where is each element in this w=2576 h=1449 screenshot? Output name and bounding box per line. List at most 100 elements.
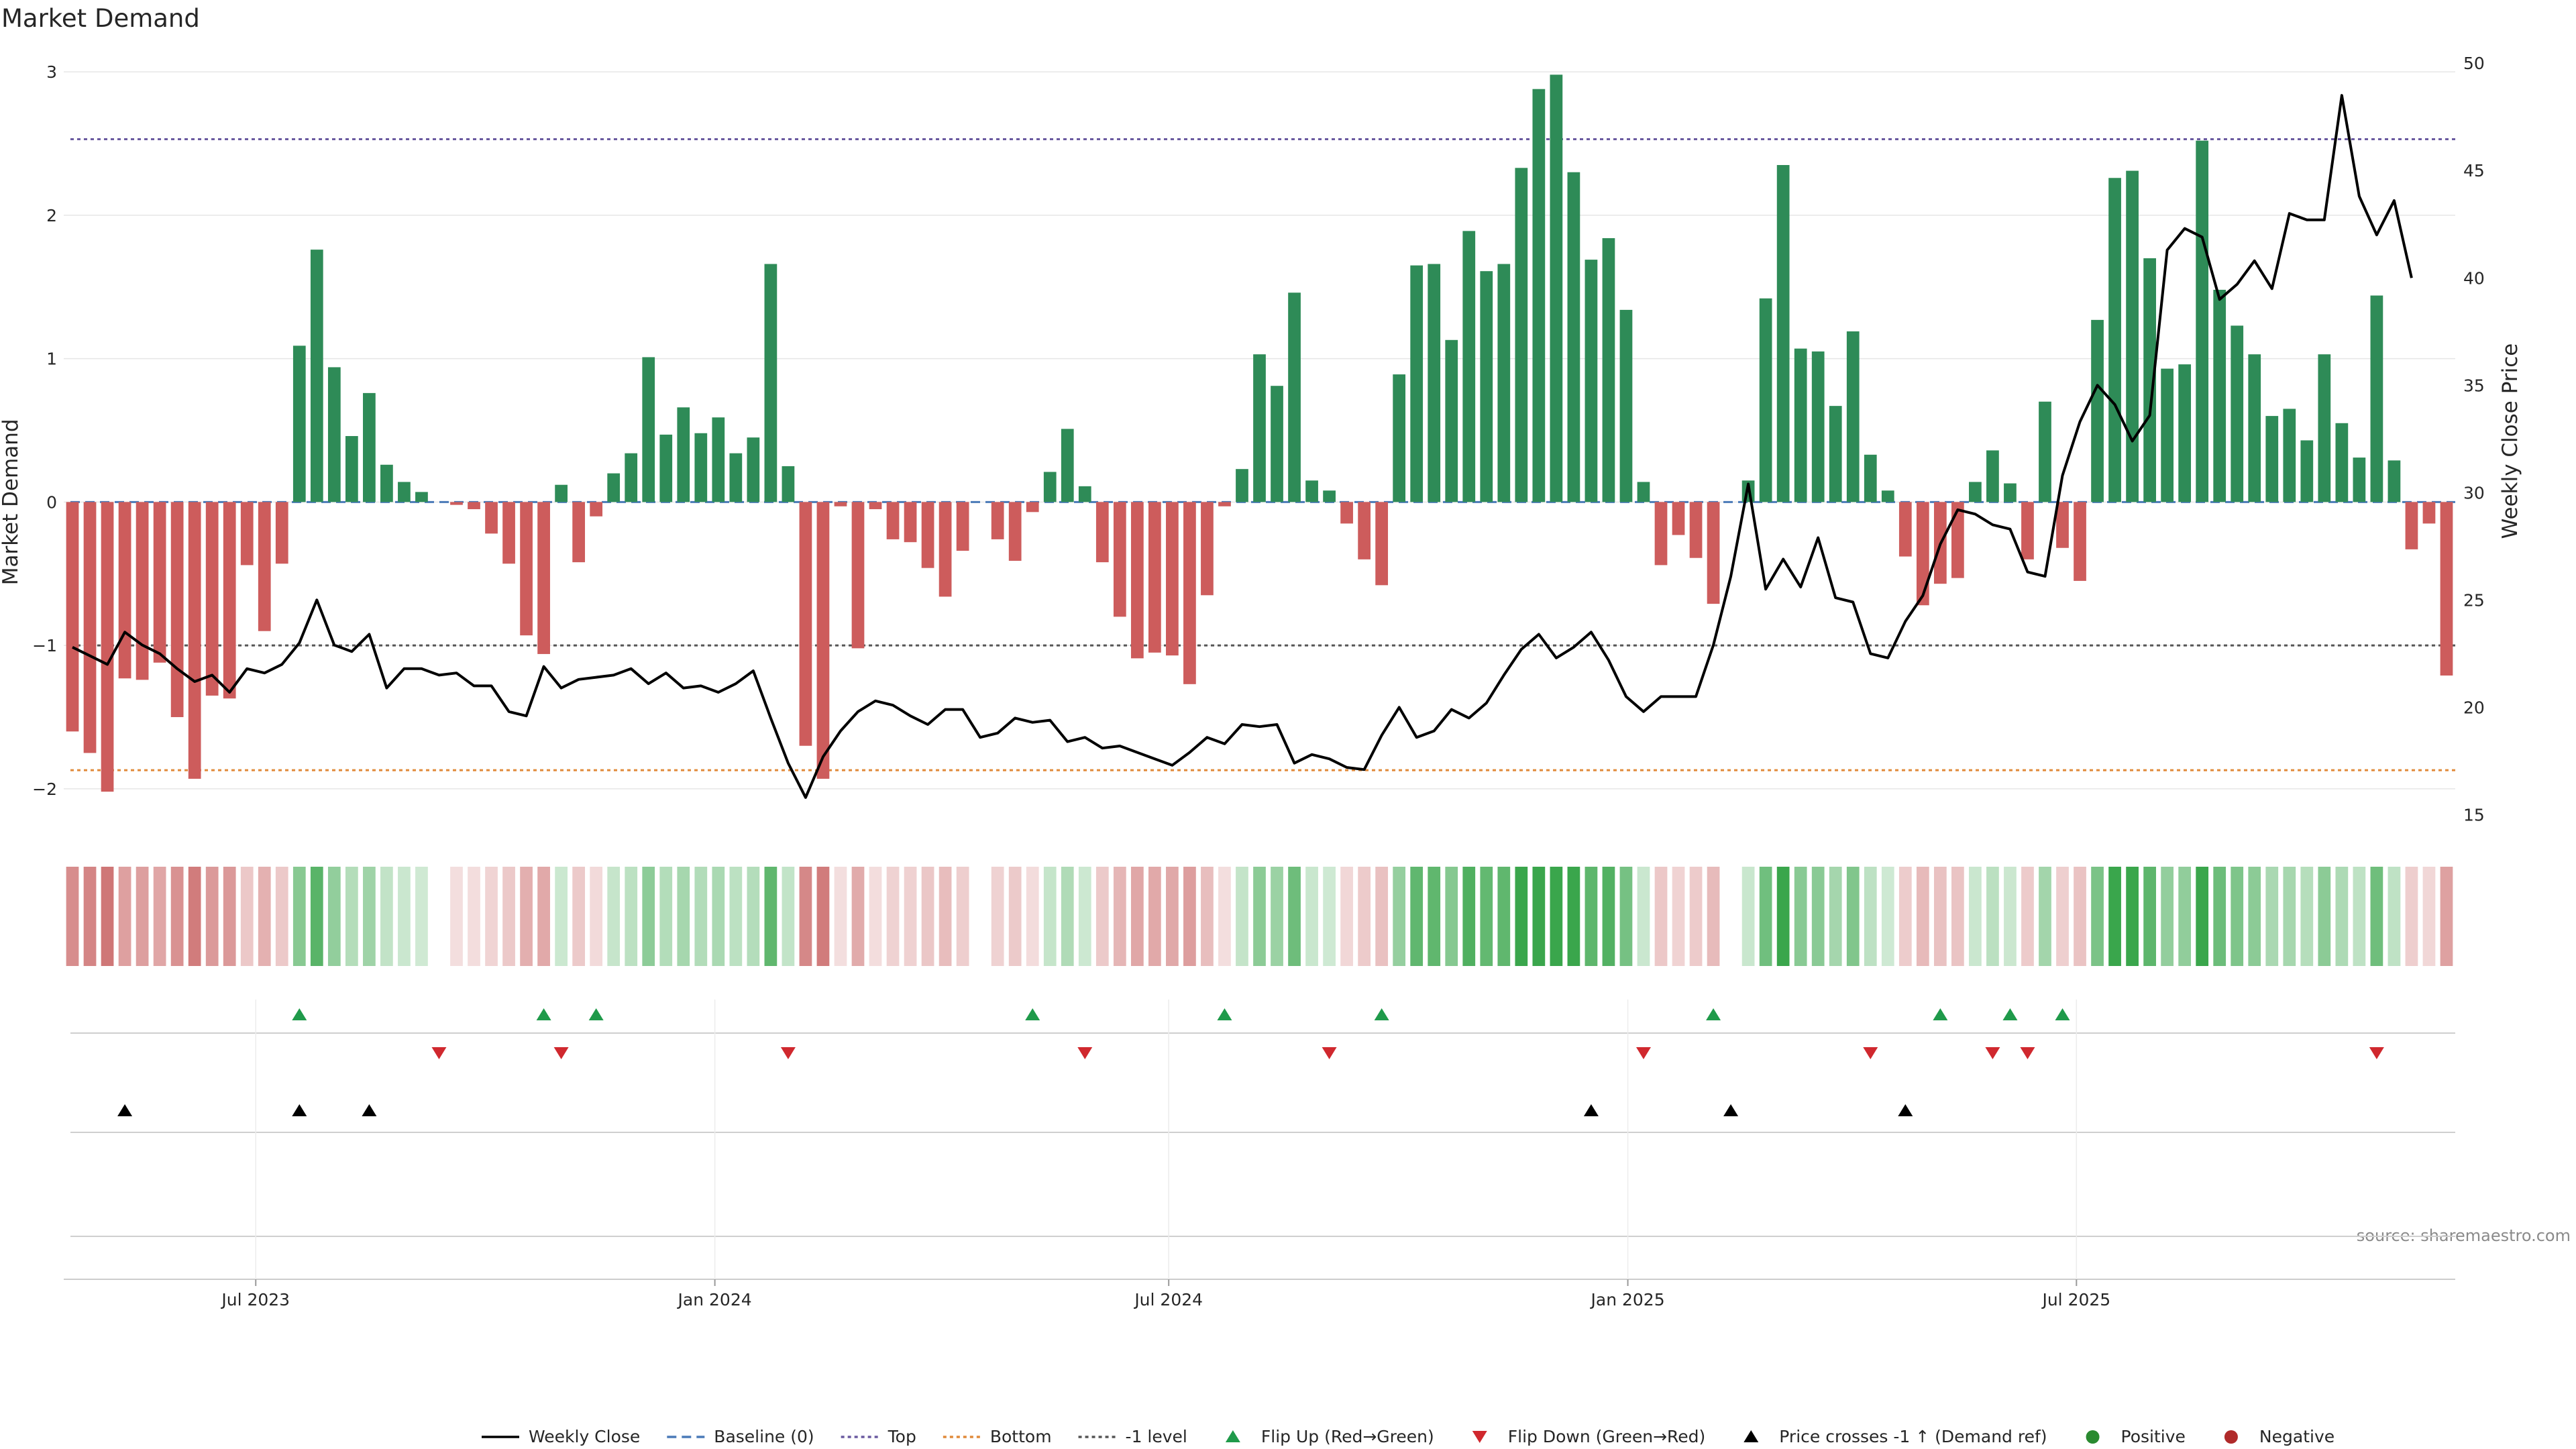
heat-cell: [1008, 867, 1022, 966]
heat-cell: [205, 867, 219, 966]
heat-cell: [2335, 867, 2349, 966]
positive-demand-bar: [1602, 238, 1615, 502]
negative-demand-bar: [240, 502, 254, 566]
positive-demand-bar: [625, 453, 638, 502]
positive-demand-bar: [2300, 440, 2314, 502]
heat-cell: [782, 867, 795, 966]
price-cross-marker: [1723, 1104, 1739, 1116]
positive-demand-bar: [2126, 170, 2139, 502]
negative-demand-bar: [1026, 502, 1039, 513]
positive-demand-bar: [1253, 354, 1266, 502]
legend-label: Baseline (0): [714, 1427, 814, 1446]
heat-cell: [415, 867, 428, 966]
negative-demand-bar: [83, 502, 97, 753]
heat-cell: [956, 867, 969, 966]
heat-cell: [851, 867, 865, 966]
heat-cell: [1672, 867, 1685, 966]
heat-cell: [712, 867, 725, 966]
negative-demand-bar: [205, 502, 219, 696]
heat-cell: [1654, 867, 1668, 966]
legend-swatch: [1225, 1430, 1240, 1442]
negative-demand-bar: [869, 502, 882, 510]
positive-demand-bar: [2039, 401, 2051, 502]
legend: Weekly Close Baseline (0) Top Bottom -1 leve…: [482, 1427, 2334, 1446]
legend-label: Flip Up (Red→Green): [1261, 1427, 1434, 1446]
heat-cell: [2213, 867, 2226, 966]
legend-item: Top: [841, 1427, 916, 1446]
date-axis: Jul 2023 Jan 2024 Jul 2024 Jan 2025 Jul 2025: [64, 1000, 2455, 1309]
positive-demand-bar: [1864, 454, 1877, 502]
legend-swatch: [1472, 1431, 1487, 1443]
heat-cell: [2039, 867, 2051, 966]
heat-cell: [1271, 867, 1283, 966]
flip-down-marker: [1863, 1047, 1878, 1059]
heat-cell: [66, 867, 79, 966]
heat-cell: [83, 867, 97, 966]
negative-demand-bar: [1340, 502, 1353, 524]
flip-down-marker: [780, 1047, 796, 1059]
positive-demand-bar: [729, 453, 743, 502]
heat-cell: [2370, 867, 2383, 966]
heat-cell: [2161, 867, 2174, 966]
negative-demand-bar: [537, 502, 550, 654]
negative-demand-bar: [572, 502, 586, 563]
positive-demand-bar: [1619, 309, 1633, 502]
negative-demand-bar: [816, 502, 830, 779]
positive-demand-bar: [2231, 325, 2244, 502]
heat-cell: [2387, 867, 2401, 966]
positive-demand-bar: [694, 433, 708, 502]
negative-demand-bar: [223, 502, 236, 699]
negative-demand-bar: [136, 502, 149, 680]
negative-demand-bar: [991, 502, 1004, 539]
positive-demand-bar: [1497, 264, 1511, 502]
heat-cell: [1794, 867, 1807, 966]
y-tick-label: 0: [46, 492, 57, 512]
negative-demand-bar: [101, 502, 114, 792]
heat-cell: [1393, 867, 1406, 966]
price-cross-marker: [292, 1104, 307, 1116]
negative-demand-bar: [590, 502, 603, 517]
heat-cell: [2440, 867, 2453, 966]
y2-tick-label: 15: [2463, 805, 2485, 824]
heat-cell: [275, 867, 288, 966]
positive-demand-bar: [2196, 140, 2209, 502]
heat-cell: [799, 867, 812, 966]
heat-cell: [1707, 867, 1720, 966]
heat-cell: [170, 867, 184, 966]
legend-item: Flip Up (Red→Green): [1225, 1427, 1434, 1446]
positive-demand-bar: [1288, 292, 1301, 502]
heat-cell: [834, 867, 847, 966]
price-cross-marker: [1898, 1104, 1913, 1116]
heat-cell: [1846, 867, 1860, 966]
heat-cell: [2300, 867, 2314, 966]
heat-cell: [590, 867, 603, 966]
positive-demand-bar: [2143, 258, 2156, 502]
positive-demand-bar: [2178, 364, 2192, 502]
heat-cell: [1898, 867, 1912, 966]
heat-cell: [747, 867, 760, 966]
positive-demand-bar: [764, 264, 777, 502]
y2-tick-label: 35: [2463, 376, 2485, 395]
y2-tick-label: 40: [2463, 268, 2485, 288]
negative-demand-bar: [1916, 502, 1929, 606]
positive-demand-bar: [1410, 265, 1424, 502]
flip-up-marker: [1374, 1008, 1389, 1020]
level-lines: [70, 138, 2455, 771]
x-tick-label: Jan 2025: [1590, 1290, 1665, 1309]
positive-demand-bar: [2283, 409, 2296, 502]
positive-demand-bar: [1428, 264, 1441, 502]
heat-cell: [729, 867, 743, 966]
positive-demand-bar: [1236, 469, 1248, 502]
positive-demand-bar: [607, 473, 621, 502]
heat-cell: [1078, 867, 1091, 966]
heat-cell: [2405, 867, 2418, 966]
heat-cell: [1951, 867, 1964, 966]
heat-cell: [345, 867, 358, 966]
positive-demand-bar: [1567, 172, 1580, 502]
heat-cell: [886, 867, 900, 966]
heat-cell: [258, 867, 271, 966]
heat-cell: [2108, 867, 2121, 966]
heat-cell: [363, 867, 376, 966]
heat-cell: [2004, 867, 2017, 966]
